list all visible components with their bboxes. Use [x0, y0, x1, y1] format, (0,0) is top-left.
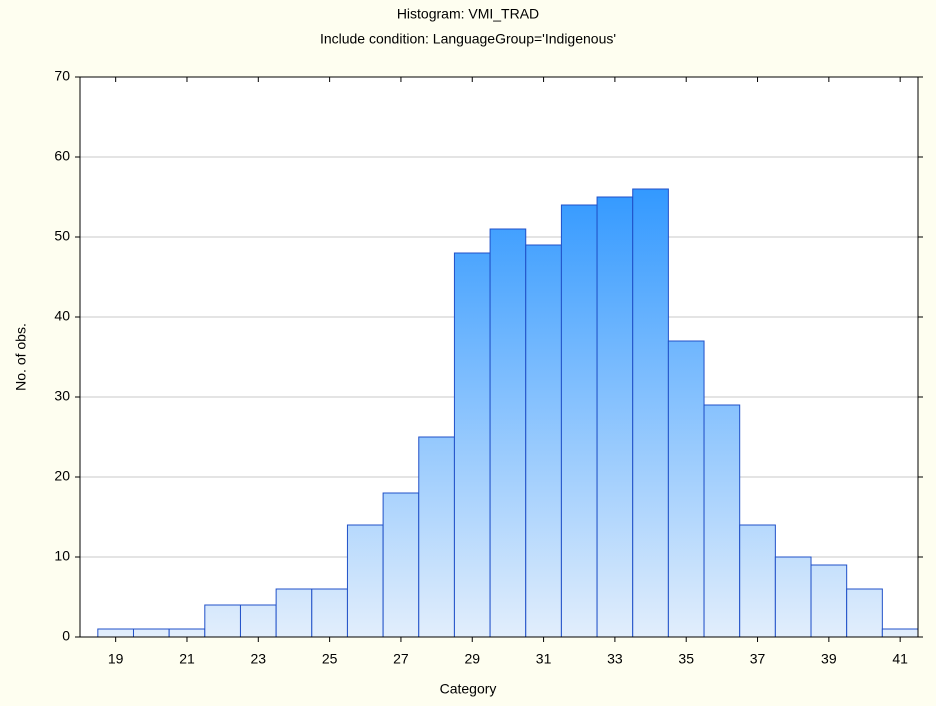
bar [132, 628, 170, 638]
bar [774, 556, 812, 638]
plot-border [79, 76, 919, 638]
bar [382, 492, 420, 638]
x-tick-label: 37 [750, 651, 766, 667]
chart-title: Histogram: VMI_TRAD [397, 6, 539, 22]
bar [275, 588, 313, 638]
y-axis-label: No. of obs. [13, 323, 29, 391]
x-tick-label: 27 [393, 651, 409, 667]
bar [596, 196, 634, 638]
bar [489, 228, 527, 638]
bar [846, 588, 883, 638]
bar [97, 628, 134, 638]
bar [311, 588, 348, 638]
x-tick-label: 35 [678, 651, 694, 667]
bar [810, 564, 848, 638]
bar [204, 604, 241, 638]
x-tick-label: 41 [892, 651, 908, 667]
y-tick-label: 10 [54, 548, 70, 564]
x-tick-label: 33 [607, 651, 623, 667]
x-tick-label: 21 [179, 651, 195, 667]
bar [346, 524, 384, 638]
x-tick-label: 31 [536, 651, 552, 667]
x-tick-label: 19 [108, 651, 124, 667]
bar [632, 188, 669, 638]
y-tick-label: 40 [54, 308, 70, 324]
bar [560, 204, 598, 638]
bar [239, 604, 277, 638]
y-tick-label: 50 [54, 228, 70, 244]
y-tick-label: 60 [54, 148, 70, 164]
bar [703, 404, 741, 638]
bar [418, 436, 455, 638]
y-tick-label: 30 [54, 388, 70, 404]
chart-subtitle: Include condition: LanguageGroup='Indige… [320, 31, 616, 47]
x-tick-label: 23 [251, 651, 267, 667]
bar [168, 628, 206, 638]
y-tick-label: 70 [54, 68, 70, 84]
bar [739, 524, 776, 638]
x-tick-label: 39 [821, 651, 837, 667]
y-tick-label: 0 [62, 628, 70, 644]
y-tick-label: 20 [54, 468, 70, 484]
bar [881, 628, 919, 638]
x-tick-label: 25 [322, 651, 338, 667]
bar [453, 252, 491, 638]
bar [667, 340, 705, 638]
x-tick-label: 29 [464, 651, 480, 667]
x-axis-label: Category [440, 681, 497, 697]
bar [525, 244, 562, 638]
